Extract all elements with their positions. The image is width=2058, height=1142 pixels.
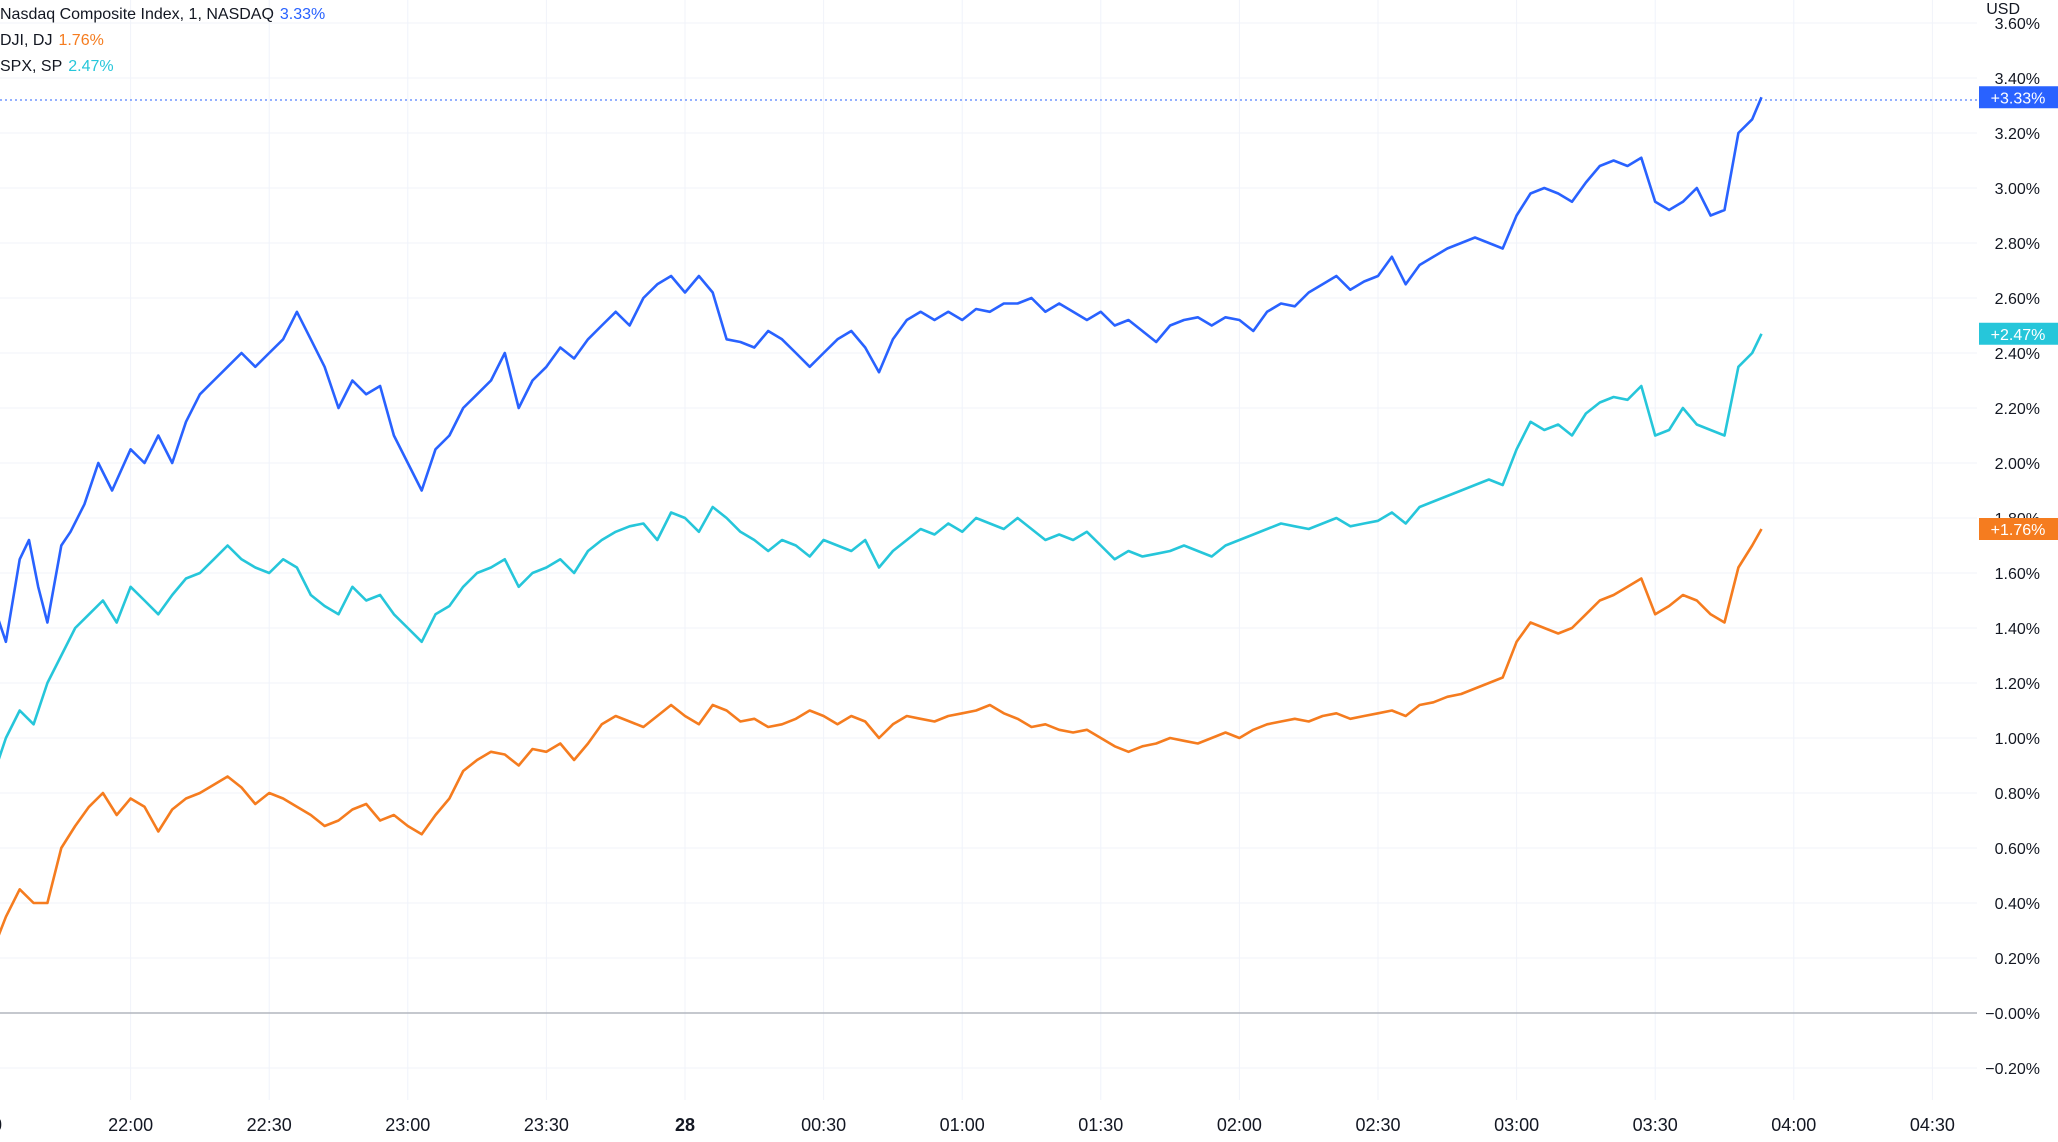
- time-tick-label: 01:30: [1078, 1115, 1123, 1135]
- legend: Nasdaq Composite Index, 1, NASDAQ 3.33% D…: [0, 2, 325, 80]
- price-tick-label: 3.00%: [1995, 181, 2040, 198]
- last-value-badge: [1979, 86, 2058, 109]
- price-tick-label: −0.00%: [1985, 1006, 2040, 1023]
- last-value-text: +3.33%: [1991, 90, 2046, 107]
- time-tick-label: 04:00: [1771, 1115, 1816, 1135]
- time-tick-label: 03:00: [1494, 1115, 1539, 1135]
- time-tick-label: 01:00: [940, 1115, 985, 1135]
- time-tick-label: 23:30: [524, 1115, 569, 1135]
- last-value-labels: +3.33% +2.47% +1.76%: [1979, 86, 2058, 540]
- last-value-text: +2.47%: [1991, 327, 2046, 344]
- legend-row-nasdaq[interactable]: Nasdaq Composite Index, 1, NASDAQ 3.33%: [0, 2, 325, 28]
- time-tick-label: 22:00: [108, 1115, 153, 1135]
- legend-value-spx: 2.47%: [68, 58, 114, 75]
- last-value-badge: [1979, 322, 2058, 345]
- time-axis[interactable]: 30 22:00 22:30 23:00 23:30 28 00:30 01:00 01:30 0…: [0, 1115, 1955, 1135]
- time-tick-label: 02:00: [1217, 1115, 1262, 1135]
- series-line[interactable]: [0, 333, 1763, 780]
- legend-value-dji: 1.76%: [58, 32, 104, 49]
- time-tick-label: 00:30: [801, 1115, 846, 1135]
- time-tick-label: 22:30: [247, 1115, 292, 1135]
- price-tick-label: 0.60%: [1995, 841, 2040, 858]
- time-tick-label: 02:30: [1355, 1115, 1400, 1135]
- legend-row-spx[interactable]: SPX, SP 2.47%: [0, 54, 325, 80]
- horizontal-grid: [0, 22, 1977, 1069]
- legend-row-dji[interactable]: DJI, DJ 1.76%: [0, 28, 325, 54]
- price-tick-label: 0.80%: [1995, 786, 2040, 803]
- price-tick-label: 3.60%: [1995, 16, 2040, 33]
- series-line[interactable]: [0, 96, 1763, 644]
- legend-label-dji: DJI, DJ: [0, 32, 53, 49]
- legend-label-spx: SPX, SP: [0, 58, 63, 75]
- price-tick-label: 2.80%: [1995, 236, 2040, 253]
- price-tick-label: 1.20%: [1995, 676, 2040, 693]
- last-value-badge: [1979, 518, 2058, 540]
- time-tick-label: 04:30: [1910, 1115, 1955, 1135]
- price-tick-label: 1.60%: [1995, 566, 2040, 583]
- currency-label: USD: [1986, 1, 2020, 18]
- time-tick-label: 23:00: [385, 1115, 430, 1135]
- last-value-text: +1.76%: [1991, 522, 2046, 539]
- price-tick-label: 3.20%: [1995, 126, 2040, 143]
- price-tick-label: 2.60%: [1995, 291, 2040, 308]
- price-tick-label: 1.00%: [1995, 731, 2040, 748]
- time-tick-label: 28: [675, 1115, 695, 1135]
- series-line[interactable]: [0, 528, 1763, 953]
- price-tick-label: 1.40%: [1995, 621, 2040, 638]
- price-tick-label: 2.40%: [1995, 346, 2040, 363]
- time-tick-label: 03:30: [1633, 1115, 1678, 1135]
- vertical-grid: [130, 0, 1933, 1100]
- price-tick-label: 2.20%: [1995, 401, 2040, 418]
- legend-value-nasdaq: 3.33%: [279, 6, 326, 23]
- price-tick-label: 0.40%: [1995, 896, 2040, 913]
- time-tick-label: 30: [0, 1115, 2, 1135]
- price-tick-label: −0.20%: [1985, 1061, 2040, 1078]
- price-tick-label: 0.20%: [1995, 951, 2040, 968]
- price-tick-label: 2.00%: [1995, 456, 2040, 473]
- series-layer: [0, 96, 1763, 953]
- legend-label-nasdaq: Nasdaq Composite Index, 1, NASDAQ: [0, 6, 274, 23]
- price-tick-label: 3.40%: [1995, 71, 2040, 88]
